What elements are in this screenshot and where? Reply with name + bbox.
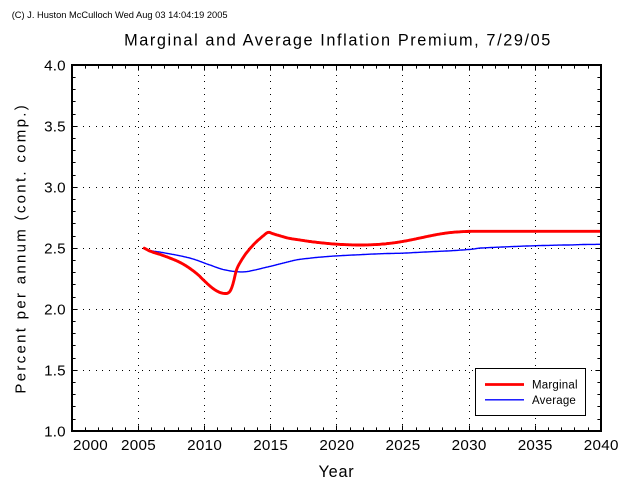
- svg-text:2020: 2020: [319, 437, 354, 454]
- svg-text:2030: 2030: [452, 437, 487, 454]
- svg-text:3.0: 3.0: [44, 180, 66, 197]
- svg-text:2015: 2015: [253, 437, 288, 454]
- svg-text:1.5: 1.5: [44, 363, 66, 380]
- svg-text:(C) J. Huston McCulloch Wed Au: (C) J. Huston McCulloch Wed Aug 03 14:04…: [12, 10, 228, 20]
- svg-text:Percent per annum (cont. comp.: Percent per annum (cont. comp.): [13, 103, 30, 394]
- svg-text:Marginal: Marginal: [532, 380, 578, 392]
- svg-text:2000: 2000: [73, 437, 108, 454]
- svg-text:2025: 2025: [386, 437, 421, 454]
- svg-text:2035: 2035: [518, 437, 553, 454]
- svg-text:4.0: 4.0: [44, 58, 66, 75]
- svg-text:2040: 2040: [584, 437, 619, 454]
- svg-text:2010: 2010: [187, 437, 222, 454]
- svg-text:Average: Average: [532, 395, 576, 407]
- svg-text:2.0: 2.0: [44, 302, 66, 319]
- svg-text:3.5: 3.5: [44, 119, 66, 136]
- svg-text:2005: 2005: [121, 437, 156, 454]
- svg-text:Marginal and Average Inflation: Marginal and Average Inflation Premium, …: [124, 32, 552, 50]
- svg-text:2.5: 2.5: [44, 241, 66, 258]
- svg-text:1.0: 1.0: [44, 424, 66, 441]
- svg-text:Year: Year: [318, 463, 354, 481]
